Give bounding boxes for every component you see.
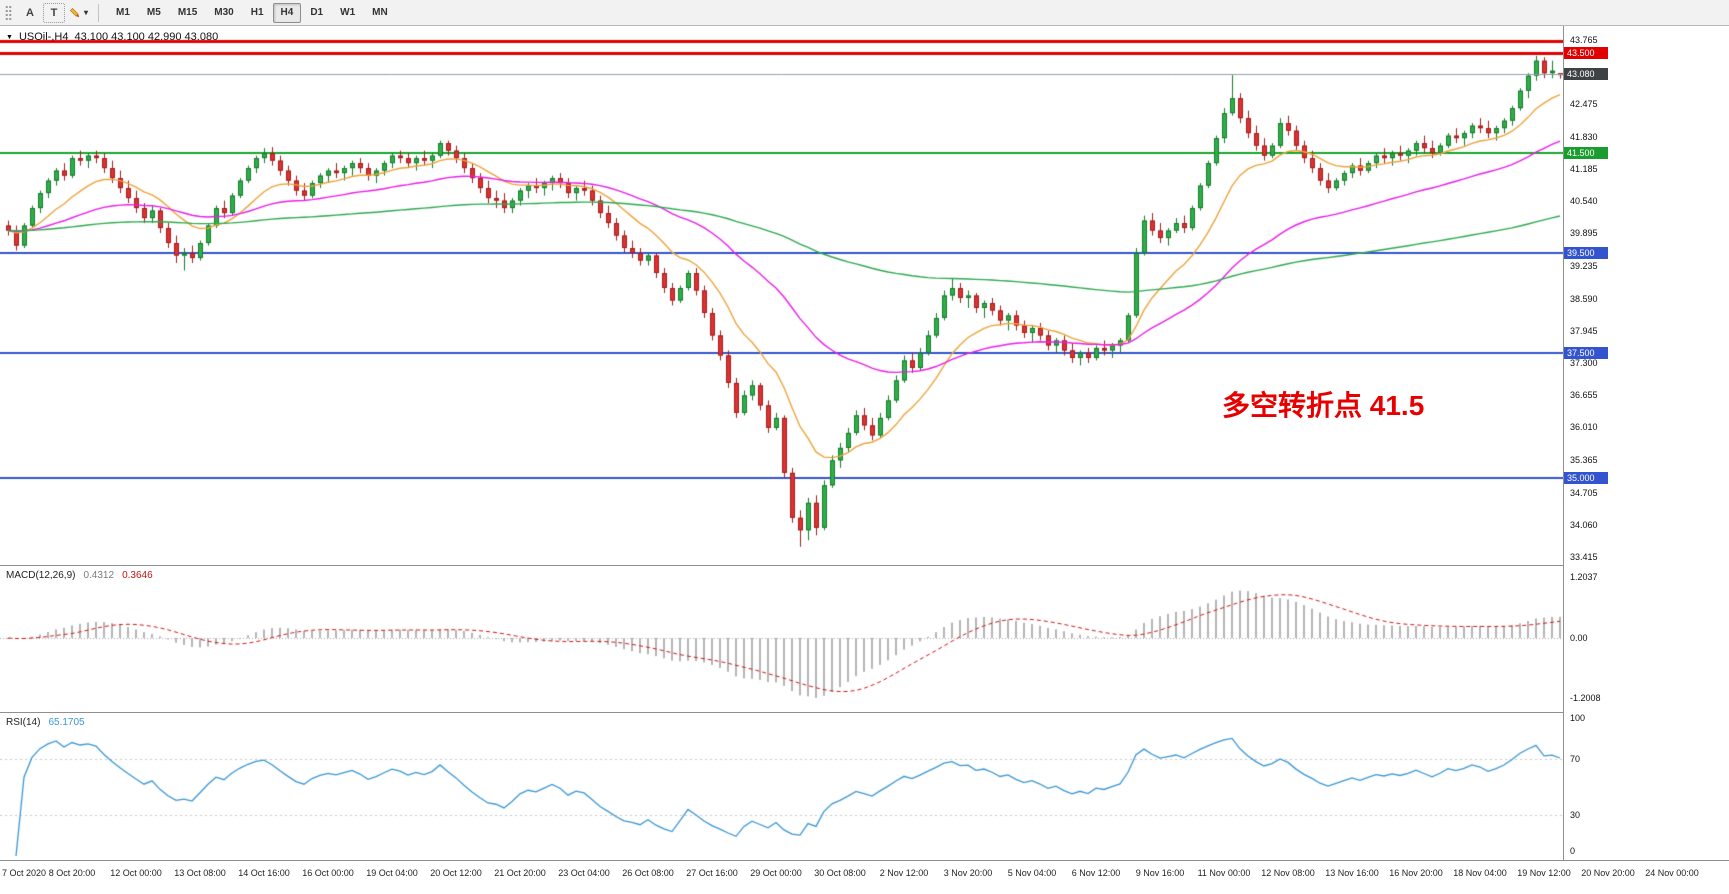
price-tick-label: 37.945: [1570, 325, 1598, 336]
rsi-indicator-label: RSI(14) 65.1705: [6, 717, 85, 728]
timeframe-button-m15[interactable]: M15: [170, 3, 205, 23]
time-axis-label: 26 Oct 08:00: [622, 868, 674, 878]
time-axis-label: 20 Oct 12:00: [430, 868, 482, 878]
chevron-down-icon: ▾: [84, 8, 89, 17]
macd-panel-canvas[interactable]: [0, 565, 1563, 712]
price-badge: 39.500: [1564, 247, 1608, 260]
text-frame-tool-button[interactable]: T: [43, 2, 65, 23]
macd-name: MACD(12,26,9): [6, 570, 76, 581]
time-axis-label: 8 Oct 20:00: [48, 868, 96, 878]
chart-marker-icon: ▼: [6, 33, 13, 41]
timeframe-button-h1[interactable]: H1: [243, 3, 272, 23]
macd-signal-value: 0.3646: [122, 570, 153, 581]
time-axis-label: 21 Oct 20:00: [494, 868, 546, 878]
time-axis-label: 29 Oct 00:00: [750, 868, 802, 878]
timeframe-toolbar: M1 M5 M15 M30 H1 H4 D1 W1 MN: [108, 2, 396, 23]
time-axis-label: 7 Oct 2020: [2, 868, 47, 878]
price-badge: 43.500: [1564, 47, 1608, 60]
rsi-scale-30: 30: [1570, 810, 1581, 820]
time-axis-label: 19 Oct 04:00: [366, 868, 418, 878]
timeframe-button-w1[interactable]: W1: [332, 3, 363, 23]
chart-annotation-text[interactable]: 多空转折点 41.5: [1222, 390, 1425, 421]
price-tick-label: 36.655: [1570, 390, 1598, 401]
time-axis-label: 2 Nov 12:00: [879, 868, 929, 878]
price-tick-label: 41.830: [1570, 131, 1598, 142]
price-badge: 35.000: [1564, 471, 1608, 484]
time-axis-label: 9 Nov 16:00: [1135, 868, 1185, 878]
price-tick-label: 40.540: [1570, 196, 1598, 207]
time-axis-label: 30 Oct 08:00: [814, 868, 866, 878]
time-axis-label: 3 Nov 20:00: [943, 868, 993, 878]
price-tick-label: 34.705: [1570, 487, 1598, 498]
text-tool-a-button[interactable]: A: [19, 3, 41, 23]
price-tick-label: 33.415: [1570, 552, 1598, 562]
macd-scale-max: 1.2037: [1570, 572, 1598, 582]
time-axis-label: 20 Nov 20:00: [1581, 868, 1635, 878]
timeframe-button-m5[interactable]: M5: [139, 3, 169, 23]
price-chart-canvas[interactable]: [0, 26, 1563, 565]
panel-divider[interactable]: [0, 565, 1729, 566]
timeframe-button-h4[interactable]: H4: [272, 2, 302, 23]
price-scale[interactable]: 1.2037 0.00 -1.2008 100 70 30 0 43.765 42…: [1563, 26, 1729, 860]
macd-scale-min: -1.2008: [1570, 693, 1601, 703]
timeframe-button-mn[interactable]: MN: [364, 3, 396, 23]
price-tick-label: 43.765: [1570, 35, 1598, 45]
time-axis-label: 14 Oct 16:00: [238, 868, 290, 878]
toolbar-grip[interactable]: [5, 4, 12, 21]
time-axis-label: 19 Nov 12:00: [1517, 868, 1571, 878]
price-tick-label: 34.060: [1570, 519, 1598, 530]
crayon-icon: [69, 7, 80, 17]
macd-indicator-label: MACD(12,26,9) 0.4312 0.3646: [6, 570, 153, 581]
time-axis-label: 24 Nov 00:00: [1645, 868, 1699, 878]
timeframe-button-d1[interactable]: D1: [302, 3, 331, 23]
price-badge: 37.500: [1564, 346, 1608, 359]
chart-symbol-label: USOil-,H4: [18, 31, 69, 43]
time-axis-label: 11 Nov 00:00: [1197, 868, 1251, 878]
rsi-current-value: 65.1705: [48, 717, 85, 728]
time-axis-label: 12 Oct 00:00: [110, 868, 162, 878]
price-tick-label: 37.300: [1570, 357, 1598, 368]
rsi-name: RSI(14): [6, 717, 41, 728]
price-badge: 41.500: [1564, 147, 1608, 160]
price-tick-label: 38.590: [1570, 293, 1598, 304]
crayon-color-button[interactable]: ▾: [67, 3, 89, 23]
price-tick-label: 35.365: [1570, 454, 1598, 465]
time-axis[interactable]: 7 Oct 2020 8 Oct 20:00 12 Oct 00:00 13 Oct …: [0, 860, 1729, 894]
time-axis-label: 18 Nov 04:00: [1453, 868, 1507, 878]
price-tick-label: 39.895: [1570, 228, 1598, 239]
time-axis-label: 6 Nov 12:00: [1071, 868, 1121, 878]
time-axis-label: 12 Nov 08:00: [1261, 868, 1315, 878]
toolbar-separator: [98, 3, 100, 22]
rsi-scale-70: 70: [1570, 754, 1581, 764]
top-toolbar: A T ▾ M1 M5 M15 M30 H1 H4 D1 W1 MN: [0, 0, 1729, 26]
macd-main-value: 0.4312: [83, 570, 115, 581]
time-axis-label: 23 Oct 04:00: [558, 868, 610, 878]
chart-ohlc-values: 43.100 43.100 42.990 43.080: [74, 31, 219, 43]
price-badge: 43.080: [1564, 68, 1608, 81]
price-tick-label: 36.010: [1570, 422, 1598, 433]
panel-divider[interactable]: [0, 712, 1729, 713]
price-tick-label: 41.185: [1570, 163, 1598, 174]
time-axis-label: 5 Nov 04:00: [1007, 868, 1057, 878]
timeframe-button-m30[interactable]: M30: [206, 3, 241, 23]
rsi-scale-100: 100: [1570, 713, 1586, 723]
timeframe-button-m1[interactable]: M1: [108, 3, 138, 23]
chart-title: ▼ USOil-,H4 43.100 43.100 42.990 43.080: [6, 31, 218, 43]
price-tick-label: 42.475: [1570, 99, 1598, 110]
rsi-scale-0: 0: [1570, 846, 1576, 856]
rsi-panel-canvas[interactable]: [0, 712, 1563, 860]
price-tick-label: 39.235: [1570, 261, 1598, 272]
time-axis-label: 27 Oct 16:00: [686, 868, 738, 878]
time-axis-label: 16 Nov 20:00: [1389, 868, 1443, 878]
macd-scale-zero: 0.00: [1570, 633, 1588, 643]
time-axis-label: 16 Oct 00:00: [302, 868, 354, 878]
time-axis-label: 13 Nov 16:00: [1325, 868, 1379, 878]
time-axis-label: 13 Oct 08:00: [174, 868, 226, 878]
